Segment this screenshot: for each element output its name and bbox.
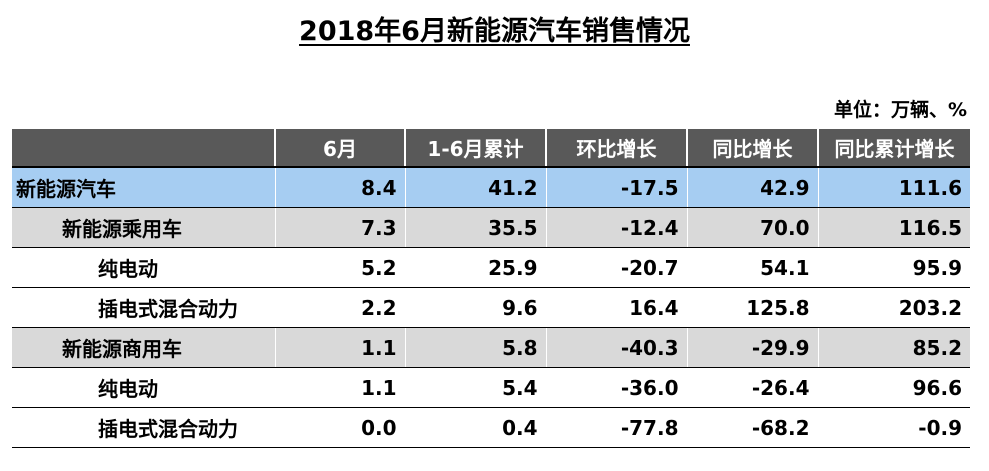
cell-yoy: 70.0 bbox=[686, 207, 818, 248]
cell-mom: -77.8 bbox=[545, 407, 687, 448]
cell-ytd-yoy: 111.6 bbox=[817, 166, 970, 208]
cell-ytd: 41.2 bbox=[404, 166, 546, 208]
row-label: 新能源汽车 bbox=[12, 166, 275, 208]
row-label: 新能源乘用车 bbox=[12, 207, 275, 248]
unit-label: 单位：万辆、% bbox=[833, 99, 967, 121]
cell-june: 7.3 bbox=[274, 207, 405, 248]
cell-ytd-yoy: 95.9 bbox=[817, 247, 970, 288]
header-cell-ytd: 1-6月累计 bbox=[404, 129, 546, 168]
sales-table: 6月 1-6月累计 环比增长 同比增长 同比累计增长 新能源汽车 8.4 41.… bbox=[12, 129, 970, 448]
cell-mom: -36.0 bbox=[545, 367, 687, 408]
cell-mom: -20.7 bbox=[545, 247, 687, 288]
cell-ytd: 25.9 bbox=[404, 247, 546, 288]
cell-june: 2.2 bbox=[274, 287, 405, 328]
cell-ytd: 35.5 bbox=[404, 207, 546, 248]
table-row: 插电式混合动力 0.0 0.4 -77.8 -68.2 -0.9 bbox=[12, 407, 970, 448]
cell-ytd: 5.8 bbox=[404, 327, 546, 368]
table-row: 纯电动 5.2 25.9 -20.7 54.1 95.9 bbox=[12, 247, 970, 288]
header-cell-ytd-yoy: 同比累计增长 bbox=[817, 129, 970, 168]
cell-june: 1.1 bbox=[274, 367, 405, 408]
cell-june: 1.1 bbox=[274, 327, 405, 368]
cell-yoy: 42.9 bbox=[686, 166, 818, 208]
cell-mom: -40.3 bbox=[545, 327, 687, 368]
table-row: 插电式混合动力 2.2 9.6 16.4 125.8 203.2 bbox=[12, 287, 970, 328]
header-cell-june: 6月 bbox=[274, 129, 405, 168]
cell-june: 5.2 bbox=[274, 247, 405, 288]
header-cell-yoy: 同比增长 bbox=[686, 129, 818, 168]
row-label: 纯电动 bbox=[12, 367, 275, 408]
page-title-text: 2018年6月新能源汽车销售情况 bbox=[299, 16, 690, 47]
cell-ytd-yoy: 96.6 bbox=[817, 367, 970, 408]
cell-ytd: 9.6 bbox=[404, 287, 546, 328]
header-cell-category bbox=[12, 129, 275, 168]
cell-ytd-yoy: 203.2 bbox=[817, 287, 970, 328]
cell-mom: -17.5 bbox=[545, 166, 687, 208]
cell-ytd-yoy: 116.5 bbox=[817, 207, 970, 248]
cell-ytd-yoy: 85.2 bbox=[817, 327, 970, 368]
row-label: 纯电动 bbox=[12, 247, 275, 288]
cell-yoy: 54.1 bbox=[686, 247, 818, 288]
cell-ytd: 0.4 bbox=[404, 407, 546, 448]
row-label: 新能源商用车 bbox=[12, 327, 275, 368]
header-cell-mom: 环比增长 bbox=[545, 129, 687, 168]
cell-june: 0.0 bbox=[274, 407, 405, 448]
row-label: 插电式混合动力 bbox=[12, 407, 275, 448]
header-row: 6月 1-6月累计 环比增长 同比增长 同比累计增长 bbox=[12, 129, 970, 168]
table-row: 新能源商用车 1.1 5.8 -40.3 -29.9 85.2 bbox=[12, 327, 970, 368]
cell-june: 8.4 bbox=[274, 166, 405, 208]
cell-ytd-yoy: -0.9 bbox=[817, 407, 970, 448]
table-row: 新能源乘用车 7.3 35.5 -12.4 70.0 116.5 bbox=[12, 207, 970, 248]
cell-yoy: -29.9 bbox=[686, 327, 818, 368]
cell-mom: -12.4 bbox=[545, 207, 687, 248]
cell-mom: 16.4 bbox=[545, 287, 687, 328]
cell-yoy: 125.8 bbox=[686, 287, 818, 328]
page-title: 2018年6月新能源汽车销售情况 bbox=[0, 14, 989, 50]
table-row: 纯电动 1.1 5.4 -36.0 -26.4 96.6 bbox=[12, 367, 970, 408]
table-row: 新能源汽车 8.4 41.2 -17.5 42.9 111.6 bbox=[12, 166, 970, 208]
row-label: 插电式混合动力 bbox=[12, 287, 275, 328]
cell-yoy: -68.2 bbox=[686, 407, 818, 448]
cell-yoy: -26.4 bbox=[686, 367, 818, 408]
cell-ytd: 5.4 bbox=[404, 367, 546, 408]
